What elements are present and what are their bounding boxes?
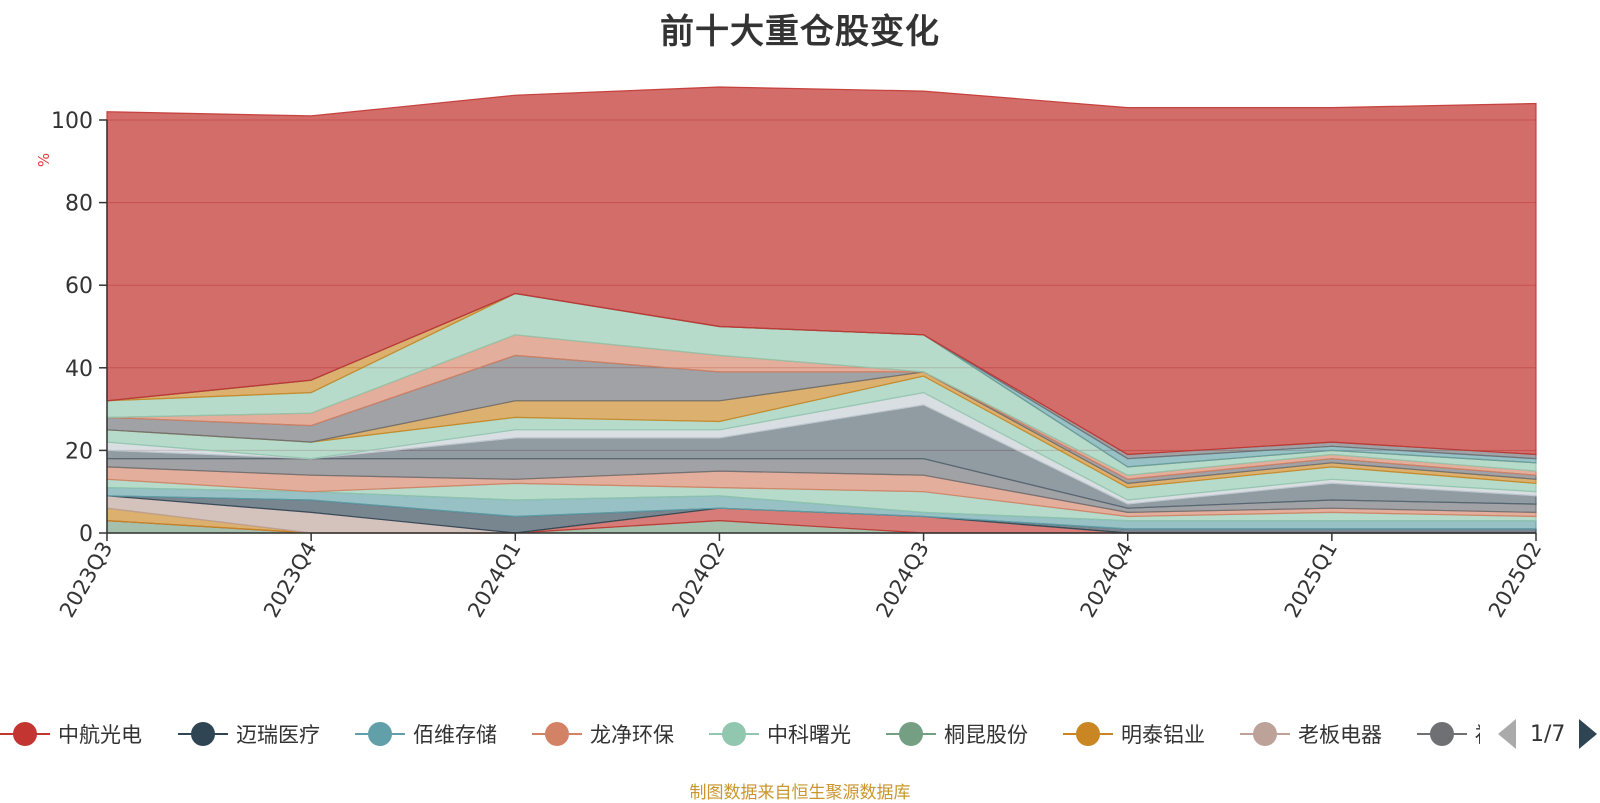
legend-pager: 1/7: [1498, 716, 1598, 752]
x-tick-label: 2024Q3: [871, 538, 933, 622]
legend-label: 福: [1475, 719, 1480, 749]
legend-label: 佰维存储: [413, 723, 497, 747]
x-tick-label: 2024Q4: [1076, 538, 1138, 622]
area-chart: 0 20 40 60 80 100 2023Q3 2023Q4 2024Q1 2024Q2 2024…: [35, 86, 1546, 622]
series-areas: [106, 86, 1537, 534]
x-tick-label: 2023Q3: [55, 538, 117, 622]
chart-title: 前十大重仓股变化: [660, 12, 940, 52]
legend-marker-icon: [532, 719, 582, 749]
x-tick-label: 2025Q2: [1484, 538, 1546, 622]
legend-marker-icon: [0, 719, 50, 749]
legend-page-indicator: 1/7: [1530, 721, 1566, 747]
x-tick-label: 2025Q1: [1280, 538, 1342, 622]
legend-prev-page-arrow-icon[interactable]: [1498, 719, 1516, 749]
legend-label: 桐昆股份: [944, 723, 1028, 747]
legend-item[interactable]: 老板电器: [1240, 712, 1382, 756]
y-axis-label: %: [35, 153, 53, 167]
legend-marker-icon: [178, 719, 228, 749]
legend-label: 老板电器: [1298, 723, 1382, 747]
legend-item[interactable]: 迈瑞医疗: [178, 712, 320, 756]
legend-label: 中航光电: [58, 723, 142, 747]
legend-marker-icon: [1063, 719, 1113, 749]
legend-item[interactable]: 桐昆股份: [886, 712, 1028, 756]
series-area-19[interactable]: [106, 86, 1537, 456]
legend: 中航光电 迈瑞医疗 佰维存储 龙净环保 中科曙光 桐昆股份 明泰铝业 老板电器 福: [0, 712, 1480, 756]
legend-item[interactable]: 佰维存储: [355, 712, 497, 756]
legend-marker-icon: [1240, 719, 1290, 749]
legend-item[interactable]: 中科曙光: [709, 712, 851, 756]
x-tick-label: 2024Q1: [463, 538, 525, 622]
y-tick-label: 100: [51, 109, 93, 134]
legend-marker-icon: [709, 719, 759, 749]
legend-marker-icon: [1417, 719, 1467, 749]
legend-label: 中科曙光: [767, 723, 851, 747]
y-tick-label: 80: [65, 192, 93, 217]
legend-label: 迈瑞医疗: [236, 723, 320, 747]
source-note: 制图数据来自恒生聚源数据库: [689, 783, 911, 803]
y-tick-label: 40: [65, 357, 93, 382]
legend-marker-icon: [886, 719, 936, 749]
y-tick-label: 20: [65, 439, 93, 464]
legend-item[interactable]: 明泰铝业: [1063, 712, 1205, 756]
legend-item[interactable]: 龙净环保: [532, 712, 674, 756]
y-tick-label: 60: [65, 274, 93, 299]
x-tick-label: 2024Q2: [667, 538, 729, 622]
legend-item[interactable]: 福: [1417, 712, 1480, 756]
x-tick-label: 2023Q4: [259, 538, 321, 622]
legend-marker-icon: [355, 719, 405, 749]
y-tick-label: 0: [79, 522, 93, 547]
legend-label: 明泰铝业: [1121, 723, 1205, 747]
legend-label: 龙净环保: [590, 723, 674, 747]
legend-next-page-arrow-icon[interactable]: [1579, 719, 1598, 749]
legend-item[interactable]: 中航光电: [0, 712, 142, 756]
